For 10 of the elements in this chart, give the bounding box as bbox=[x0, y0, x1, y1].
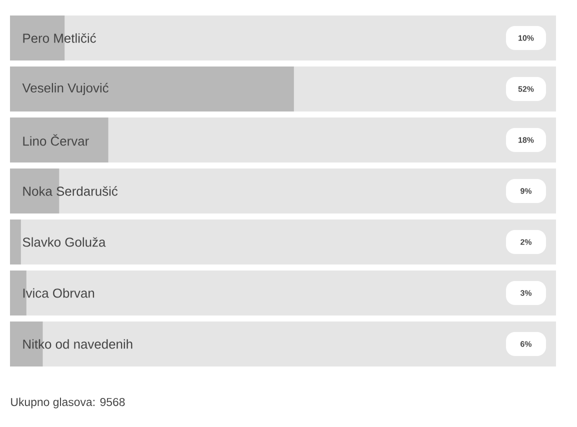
y-tick-label: Nitko od navedenih bbox=[23, 339, 132, 349]
text: Ukupno glasova: 9568 bbox=[11, 398, 125, 408]
bar bbox=[10, 220, 21, 265]
y-tick-label: Ivica Obrvan bbox=[23, 288, 94, 298]
y-tick-label: Veselin Vujović bbox=[22, 82, 108, 96]
y-tick-label: Lino Červar bbox=[23, 134, 89, 146]
y-tick-label: Noka Serdarušić bbox=[23, 186, 118, 196]
bar bbox=[10, 118, 108, 163]
y-tick-label: Slavko Goluža bbox=[22, 237, 106, 247]
y-tick-label: Pero Metličić bbox=[23, 33, 96, 43]
